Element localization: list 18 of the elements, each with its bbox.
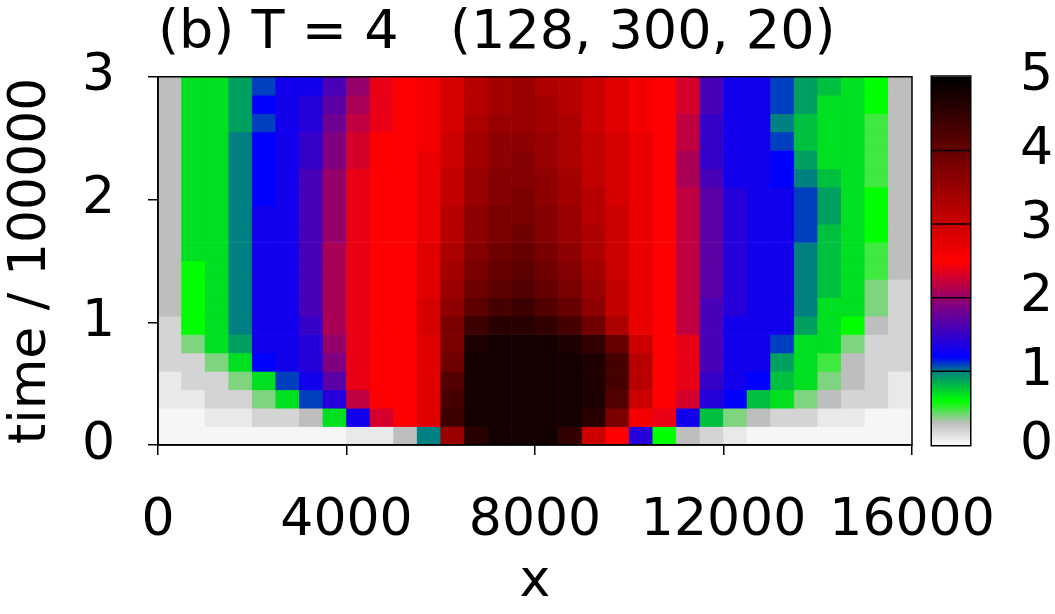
color-bar-label: 0 xyxy=(1020,410,1054,471)
x-tick-label: 0 xyxy=(141,486,175,547)
x-axis-title: x xyxy=(519,548,551,609)
color-bar-label: 2 xyxy=(1020,263,1054,324)
y-tick-label: 0 xyxy=(81,410,115,471)
x-tick-label: 12000 xyxy=(640,486,807,547)
x-tick-label: 16000 xyxy=(829,486,995,547)
x-tick-label: 4000 xyxy=(280,486,413,547)
color-bar-label: 5 xyxy=(1020,42,1054,103)
x-tick-label: 8000 xyxy=(468,486,602,547)
color-bar-label: 4 xyxy=(1020,115,1054,176)
y-tick-label: 1 xyxy=(81,287,115,348)
color-bar-label: 1 xyxy=(1020,336,1054,397)
color-bar-label: 3 xyxy=(1020,189,1054,250)
y-axis-title: time / 100000 xyxy=(0,77,57,445)
y-tick-label: 2 xyxy=(81,165,115,226)
y-tick-label: 3 xyxy=(81,42,115,103)
chart-title: (b) T = 4 (128, 300, 20) xyxy=(158,0,836,62)
